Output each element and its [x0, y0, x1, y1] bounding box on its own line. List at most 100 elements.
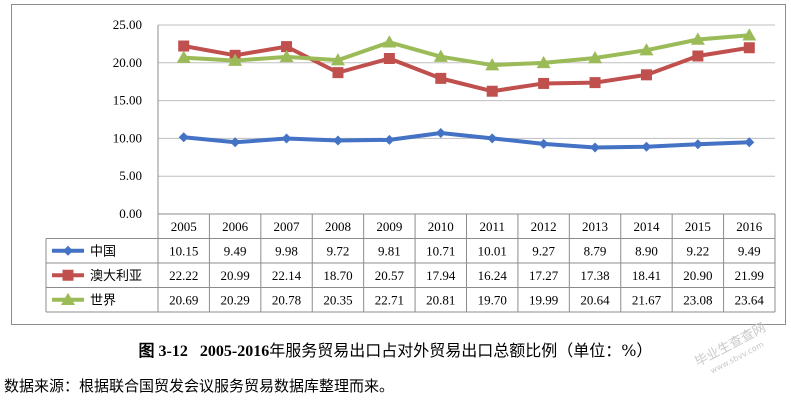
data-point-marker [382, 35, 397, 48]
x-category-label: 2013 [582, 219, 608, 234]
table-value-cell: 21.99 [735, 268, 764, 283]
table-value-cell: 9.49 [738, 244, 761, 259]
x-category-label: 2009 [376, 219, 402, 234]
chart-frame: 0.00 5.00 10.00 15.00 20.00 25.00 2005 2006 2007… [11, 4, 786, 325]
table-value-cell: 8.79 [584, 244, 607, 259]
data-point-marker [279, 49, 294, 63]
table-value-cell: 22.14 [272, 268, 302, 283]
table-value-cell: 18.41 [632, 268, 661, 283]
table-value-cell: 16.24 [478, 268, 508, 283]
y-tick-label: 25.00 [113, 17, 142, 32]
figure-years: 2005-2016 [199, 343, 270, 360]
data-point-marker [281, 41, 293, 53]
data-point-marker [692, 139, 703, 150]
y-tick-label: 20.00 [113, 55, 142, 70]
table-value-cell: 22.71 [375, 293, 404, 308]
data-point-marker [590, 142, 601, 153]
data-point-marker [383, 52, 395, 64]
table-value-cell: 17.27 [529, 268, 559, 283]
data-point-marker [641, 141, 652, 152]
data-point-marker [435, 72, 447, 84]
line-chart: 0.00 5.00 10.00 15.00 20.00 25.00 2005 2006 2007… [45, 17, 776, 313]
legend-series-name: 世界 [90, 294, 116, 309]
data-source-note: 数据来源：根据联合国贸发会议服务贸易数据库整理而来。 [4, 377, 395, 395]
table-value-cell: 20.81 [426, 293, 455, 308]
data-point-marker [384, 134, 395, 145]
table-value-cell: 21.67 [632, 293, 662, 308]
table-value-cell: 10.01 [478, 244, 507, 259]
data-point-marker [742, 28, 757, 41]
x-category-label: 2006 [222, 219, 249, 234]
series-line-3 [183, 33, 750, 68]
table-value-cell: 20.29 [221, 293, 250, 308]
table-value-cell: 23.64 [735, 293, 765, 308]
x-category-label: 2016 [736, 219, 763, 234]
y-tick-label: 15.00 [113, 93, 142, 108]
table-value-cell: 17.94 [426, 268, 456, 283]
data-point-marker [536, 55, 551, 69]
table-value-cell: 20.78 [272, 293, 301, 308]
data-point-marker [744, 137, 755, 148]
figure-number: 图 3-12 [138, 343, 188, 360]
table-value-cell: 9.72 [327, 244, 350, 259]
table-value-cell: 23.08 [683, 293, 712, 308]
legend-key-marker [62, 269, 74, 281]
legend-series-name: 澳大利亚 [90, 268, 142, 284]
table-value-cell: 10.71 [426, 244, 455, 259]
data-point-marker [332, 135, 343, 146]
legend-key-marker [63, 245, 73, 256]
x-category-label: 2014 [633, 219, 660, 234]
table-value-cell: 20.90 [683, 268, 712, 283]
watermark-logo: 毕业生查查网 www.sbvv.com [693, 320, 775, 382]
data-point-marker [486, 85, 498, 97]
x-category-label: 2011 [479, 219, 505, 234]
table-value-cell: 18.70 [323, 268, 352, 283]
x-category-label: 2012 [531, 219, 557, 234]
table-value-cell: 20.69 [169, 293, 198, 308]
data-point-marker [485, 58, 500, 71]
data-point-marker [690, 32, 705, 45]
y-tick-label: 10.00 [113, 130, 142, 145]
figure-caption: 图 3-12 2005-2016年服务贸易出口占对外贸易出口总额比例（单位：%） [0, 337, 791, 361]
figure-caption-text: 年服务贸易出口占对外贸易出口总额比例（单位：%） [269, 341, 653, 360]
x-category-label: 2005 [171, 219, 197, 234]
series-line-2 [183, 44, 750, 94]
data-point-marker [228, 53, 243, 66]
data-point-marker [588, 50, 603, 64]
x-category-label: 2015 [685, 219, 711, 234]
series-line-1 [183, 131, 750, 150]
data-point-marker [230, 137, 241, 148]
y-tick-label: 0.00 [119, 206, 142, 221]
table-value-cell: 9.49 [224, 244, 247, 259]
data-point-marker [743, 42, 755, 54]
data-point-marker [435, 128, 446, 139]
data-point-marker [330, 53, 345, 66]
table-value-cell: 20.64 [580, 293, 610, 308]
table-value-cell: 9.81 [378, 244, 401, 259]
x-category-label: 2010 [428, 219, 454, 234]
data-point-marker [538, 138, 549, 149]
table-value-cell: 17.38 [580, 268, 609, 283]
table-value-cell: 22.22 [169, 268, 198, 283]
data-point-marker [433, 49, 448, 62]
data-point-marker [281, 133, 292, 144]
legend-key-marker [61, 292, 75, 305]
x-category-label: 2008 [325, 219, 351, 234]
legend-series-name: 中国 [90, 245, 116, 260]
table-value-cell: 10.15 [169, 244, 198, 259]
data-point-marker [176, 50, 191, 63]
table-value-cell: 19.99 [529, 293, 558, 308]
data-point-marker [692, 50, 704, 62]
table-value-cell: 20.99 [221, 268, 250, 283]
table-value-cell: 9.98 [275, 244, 298, 259]
x-category-label: 2007 [274, 219, 301, 234]
table-value-cell: 9.27 [532, 244, 555, 259]
y-tick-label: 5.00 [119, 168, 142, 183]
table-value-cell: 19.70 [478, 293, 507, 308]
table-value-cell: 20.35 [323, 293, 352, 308]
table-value-cell: 20.57 [375, 268, 405, 283]
data-point-marker [640, 69, 652, 81]
data-point-marker [332, 67, 344, 79]
table-value-cell: 9.22 [687, 244, 710, 259]
table-value-cell: 8.90 [635, 244, 658, 259]
